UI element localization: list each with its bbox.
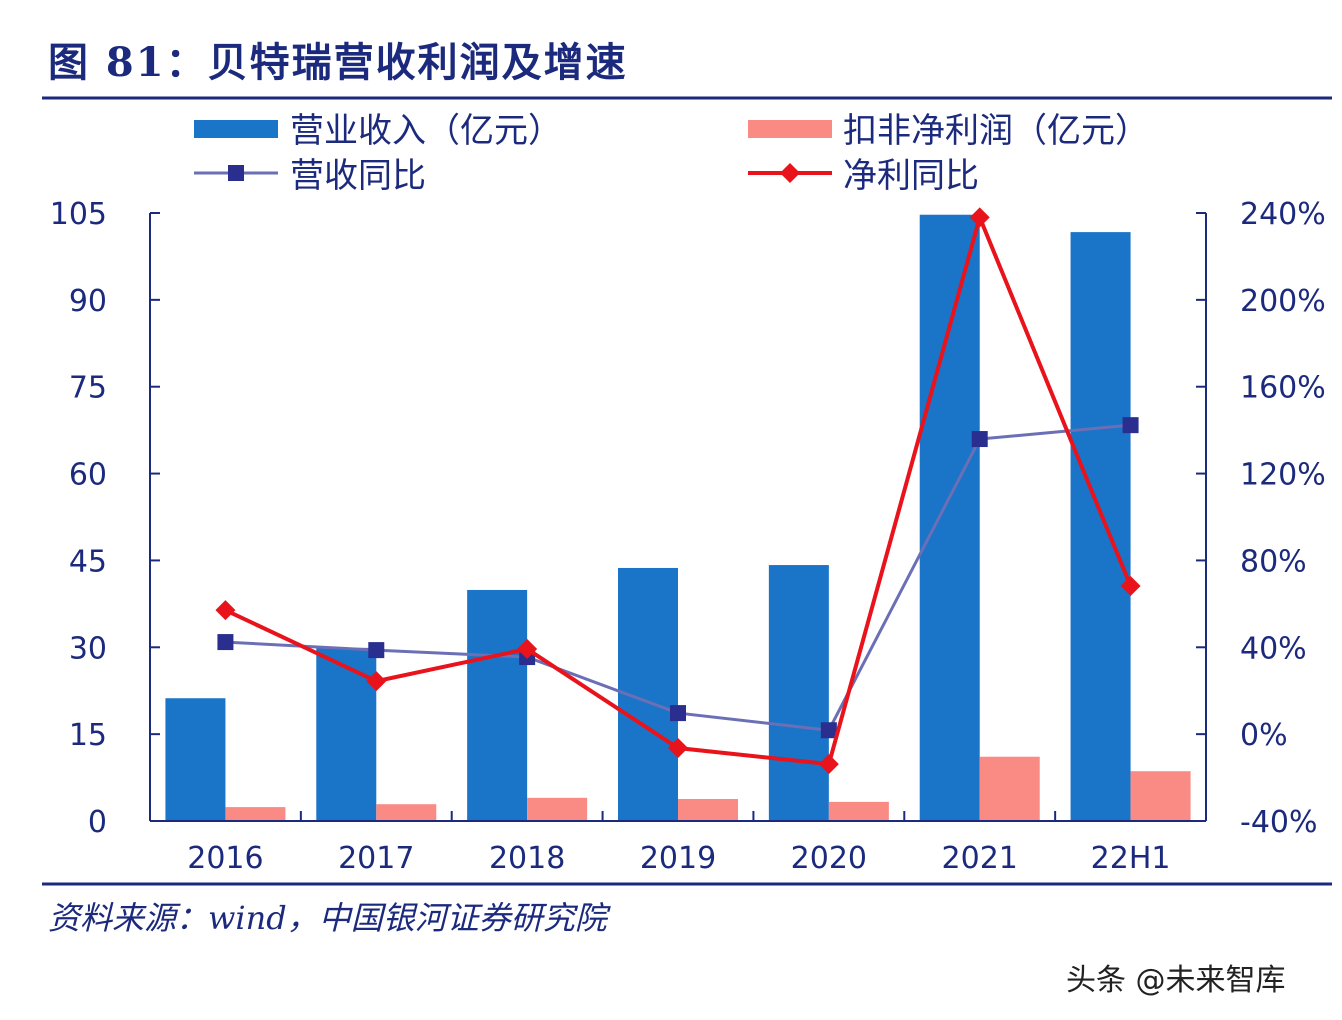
profit-yoy-marker — [668, 738, 688, 759]
chart-title: 图 81：贝特瑞营收利润及增速 — [48, 39, 628, 86]
legend-label-profit: 扣非净利润（亿元） — [843, 111, 1149, 151]
profit-bar — [828, 801, 889, 821]
profit-yoy-marker — [1120, 576, 1141, 597]
revenue-yoy-marker — [971, 431, 988, 448]
left-tick-label: 105 — [50, 197, 107, 232]
revenue-yoy-marker — [1122, 417, 1139, 434]
revenue-bar — [919, 214, 980, 822]
watermark: 头条 @未来智库 — [1066, 963, 1286, 998]
right-tick-label: 120% — [1240, 458, 1326, 493]
right-tick-label: 0% — [1240, 718, 1288, 753]
left-tick-label: 15 — [69, 718, 107, 753]
revenue-bar — [467, 589, 528, 821]
right-tick-label: 160% — [1240, 371, 1326, 406]
profit-yoy-marker — [969, 207, 990, 228]
profit-yoy-marker — [366, 671, 387, 692]
right-tick-label: 40% — [1240, 631, 1307, 666]
right-tick-label: -40% — [1240, 805, 1318, 840]
profit-bar — [225, 807, 286, 821]
right-tick-label: 240% — [1240, 197, 1326, 232]
profit-bar — [979, 756, 1040, 821]
x-tick-label: 2020 — [791, 841, 867, 876]
profit-bar — [527, 797, 588, 821]
left-tick-label: 75 — [69, 371, 107, 406]
x-tick-label: 2019 — [640, 841, 716, 876]
profit-bar — [678, 798, 738, 821]
revenue-bar — [316, 647, 377, 821]
x-tick-label: 22H1 — [1091, 841, 1171, 876]
left-tick-label: 90 — [69, 284, 107, 319]
revenue-yoy-marker — [670, 705, 686, 722]
source-note: 资料来源：wind，中国银河证券研究院 — [48, 899, 607, 937]
left-tick-label: 45 — [69, 544, 107, 579]
legend-label-revenue-yoy: 营收同比 — [290, 156, 426, 196]
profit-yoy-marker — [517, 639, 538, 660]
legend-label-profit-yoy: 净利同比 — [843, 156, 979, 196]
legend-label-revenue: 营业收入（亿元） — [290, 111, 562, 151]
x-tick-label: 2017 — [338, 841, 414, 876]
profit-yoy-marker — [818, 754, 839, 775]
revenue-yoy-marker — [820, 722, 837, 739]
x-tick-label: 2021 — [942, 841, 1018, 876]
right-tick-label: 200% — [1240, 284, 1326, 319]
revenue-bar — [165, 698, 226, 821]
revenue-yoy-marker — [217, 634, 234, 651]
left-tick-label: 30 — [69, 631, 107, 666]
profit-bar — [1130, 771, 1191, 821]
revenue-bar — [768, 565, 829, 821]
profit-bar — [376, 804, 437, 821]
profit-yoy-marker — [215, 600, 236, 621]
legend-swatch-profit — [748, 120, 832, 138]
right-tick-label: 80% — [1240, 544, 1307, 579]
x-tick-label: 2016 — [187, 841, 263, 876]
revenue-yoy-marker — [368, 642, 385, 659]
left-tick-label: 60 — [69, 458, 107, 493]
x-tick-label: 2018 — [489, 841, 565, 876]
legend-swatch-revenue — [194, 120, 278, 138]
revenue-bar — [1070, 232, 1131, 821]
legend-marker-revenue-yoy — [228, 165, 244, 181]
left-tick-label: 0 — [88, 805, 107, 840]
legend-marker-profit-yoy — [780, 163, 800, 183]
